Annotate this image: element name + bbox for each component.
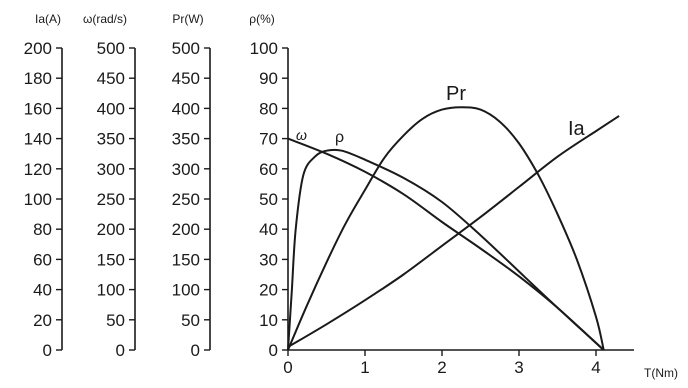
y-axis-title-rho: ρ(%)	[249, 12, 275, 26]
y-tick-label-omega: 250	[97, 190, 125, 209]
y-tick-label-omega: 450	[97, 69, 125, 88]
y-tick-label-omega: 50	[106, 311, 125, 330]
y-axes-group: 020406080100120140160180200Ia(A)05010015…	[24, 12, 289, 360]
x-axis-group: 0 1 2 3 4 T(Nm)	[283, 349, 678, 380]
y-tick-label-omega: 150	[97, 250, 125, 269]
y-tick-label-ia: 120	[24, 160, 52, 179]
y-tick-label-pr: 500	[172, 39, 200, 58]
y-tick-label-rho: 0	[269, 341, 278, 360]
y-tick-label-pr: 150	[172, 250, 200, 269]
y-tick-label-omega: 400	[97, 99, 125, 118]
y-tick-label-rho: 50	[259, 190, 278, 209]
y-tick-label-ia: 40	[33, 281, 52, 300]
y-tick-label-ia: 160	[24, 99, 52, 118]
y-tick-label-omega: 350	[97, 130, 125, 149]
y-tick-label-rho: 90	[259, 69, 278, 88]
y-tick-label-pr: 0	[191, 341, 200, 360]
y-tick-label-rho: 70	[259, 130, 278, 149]
y-tick-label-pr: 50	[181, 311, 200, 330]
x-axis-title: T(Nm)	[644, 366, 678, 380]
y-tick-label-rho: 60	[259, 160, 278, 179]
x-tick-label: 2	[437, 358, 446, 377]
y-tick-label-rho: 20	[259, 281, 278, 300]
x-tick-label: 0	[283, 358, 292, 377]
y-tick-label-omega: 300	[97, 160, 125, 179]
y-tick-label-ia: 200	[24, 39, 52, 58]
y-axis-title-ia: Ia(A)	[35, 12, 61, 26]
y-tick-label-rho: 10	[259, 311, 278, 330]
series-label-rho: ρ	[335, 129, 344, 146]
y-tick-label-pr: 300	[172, 160, 200, 179]
series-line-ia	[287, 115, 620, 348]
y-tick-label-rho: 80	[259, 99, 278, 118]
series-label-omega: ω	[296, 127, 307, 143]
series-label-pr: Pr	[446, 83, 466, 105]
curves-group: ω ρ Pr Ia	[287, 83, 620, 351]
y-tick-label-ia: 0	[43, 341, 52, 360]
y-axis-title-omega: ω(rad/s)	[83, 12, 127, 26]
y-tick-label-ia: 80	[33, 220, 52, 239]
y-tick-label-pr: 250	[172, 190, 200, 209]
y-tick-label-ia: 100	[24, 190, 52, 209]
y-tick-label-pr: 350	[172, 130, 200, 149]
y-tick-label-omega: 0	[116, 341, 125, 360]
x-tick-label: 3	[514, 358, 523, 377]
y-tick-label-omega: 500	[97, 39, 125, 58]
y-tick-label-ia: 60	[33, 250, 52, 269]
y-tick-label-rho: 40	[259, 220, 278, 239]
y-tick-label-ia: 140	[24, 130, 52, 149]
series-line-rho	[287, 148, 605, 351]
y-axis-title-pr: Pr(W)	[172, 12, 203, 26]
x-tick-label: 1	[360, 358, 369, 377]
y-tick-label-ia: 180	[24, 69, 52, 88]
series-line-pr	[287, 106, 605, 351]
y-tick-label-pr: 400	[172, 99, 200, 118]
y-tick-label-omega: 100	[97, 281, 125, 300]
y-tick-label-omega: 200	[97, 220, 125, 239]
y-tick-label-rho: 30	[259, 250, 278, 269]
y-tick-label-pr: 450	[172, 69, 200, 88]
y-tick-label-pr: 100	[172, 281, 200, 300]
y-tick-label-rho: 100	[250, 39, 278, 58]
series-label-ia: Ia	[568, 118, 586, 140]
x-tick-label: 4	[591, 358, 600, 377]
y-tick-label-ia: 20	[33, 311, 52, 330]
y-tick-label-pr: 200	[172, 220, 200, 239]
